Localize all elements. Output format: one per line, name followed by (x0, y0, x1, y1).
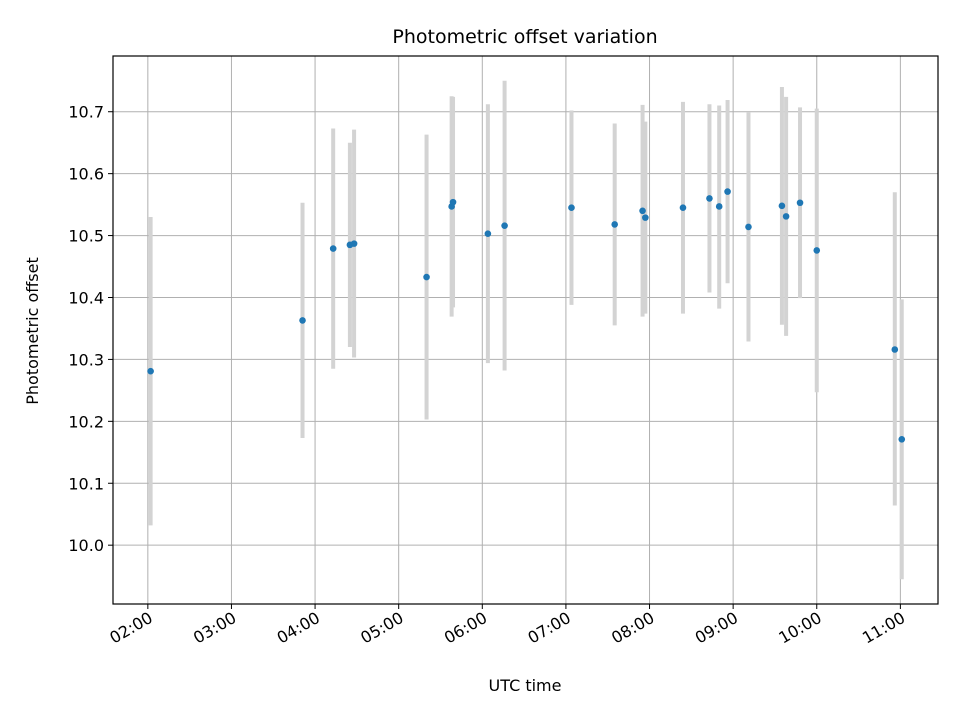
data-point (796, 199, 804, 207)
y-tick-label: 10.2 (68, 412, 104, 431)
chart-title: Photometric offset variation (392, 26, 657, 48)
x-tick-label: 08:00 (608, 608, 657, 648)
y-tick-label: 10.5 (68, 227, 104, 246)
data-point (715, 203, 723, 210)
y-axis-title: Photometric offset (23, 257, 42, 405)
y-tick-label: 10.6 (68, 165, 104, 184)
data-point (706, 195, 713, 202)
data-point (782, 213, 790, 220)
y-tick-label: 10.3 (68, 350, 104, 369)
data-points (147, 188, 906, 443)
data-point (449, 198, 457, 206)
data-point (611, 221, 618, 228)
data-point (639, 207, 646, 215)
data-point (891, 346, 899, 353)
error-bars (148, 80, 904, 580)
data-point (679, 204, 687, 212)
x-tick-label: 02:00 (106, 608, 155, 648)
data-point (568, 204, 575, 212)
y-tick-label: 10.1 (68, 474, 104, 493)
y-tick-label: 10.7 (68, 103, 104, 122)
x-axis-title: UTC time (489, 676, 562, 695)
x-tick-label: 07:00 (524, 608, 573, 648)
data-point (350, 240, 358, 247)
x-tick-label: 04:00 (274, 608, 323, 648)
x-tick-label: 05:00 (357, 608, 406, 648)
data-point (501, 222, 508, 229)
x-tick-label: 11:00 (859, 608, 908, 648)
plot-frame (112, 55, 939, 605)
y-tick-label: 10.4 (68, 288, 104, 307)
data-point (898, 435, 906, 443)
data-point (147, 367, 154, 375)
grid-lines (113, 56, 938, 604)
data-point (724, 188, 731, 195)
data-point (745, 223, 752, 231)
data-point (423, 273, 430, 281)
y-tick-label: 10.0 (68, 536, 104, 555)
data-point (813, 247, 821, 254)
x-tick-label: 09:00 (692, 608, 741, 648)
data-point (778, 202, 786, 210)
data-point (299, 317, 306, 324)
x-tick-label: 03:00 (190, 608, 239, 648)
data-point (484, 230, 492, 238)
data-point (642, 214, 649, 221)
x-tick-label: 10:00 (775, 608, 824, 648)
data-point (329, 245, 337, 252)
x-tick-label: 06:00 (441, 608, 490, 648)
